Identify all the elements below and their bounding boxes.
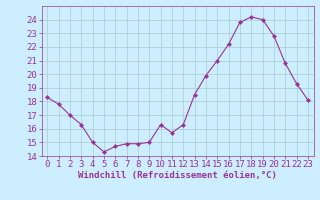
X-axis label: Windchill (Refroidissement éolien,°C): Windchill (Refroidissement éolien,°C) [78,171,277,180]
